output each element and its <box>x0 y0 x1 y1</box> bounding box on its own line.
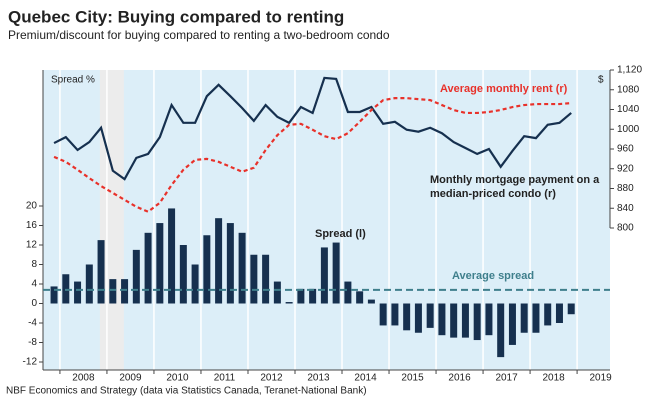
bar <box>168 208 176 304</box>
y-axis-label: Spread % <box>51 75 95 86</box>
bar <box>85 264 93 304</box>
y-tick-label: 4 <box>31 279 37 290</box>
bar <box>379 303 387 326</box>
y2-tick-label: 920 <box>617 163 634 174</box>
bar <box>97 240 105 304</box>
bar <box>273 281 281 304</box>
bar <box>226 223 234 304</box>
x-tick-label: 2019 <box>589 373 612 384</box>
bar <box>356 291 364 304</box>
bar <box>50 286 58 304</box>
bar <box>191 264 199 304</box>
shaded-period <box>99 70 124 370</box>
bar <box>403 303 411 331</box>
y2-tick-label: 880 <box>617 183 634 194</box>
y2-tick-label: 840 <box>617 203 634 214</box>
y-tick-label: -8 <box>28 337 37 348</box>
bar <box>320 247 328 304</box>
y2-tick-label: 1,120 <box>617 65 642 76</box>
y-tick-label: -12 <box>23 357 38 368</box>
bar <box>508 303 516 345</box>
y-tick-label: 16 <box>26 220 38 231</box>
bar <box>179 245 187 304</box>
x-tick-label: 2011 <box>214 373 236 384</box>
bar <box>567 303 575 315</box>
series-label: Monthly mortgage payment on a <box>430 174 600 186</box>
bar <box>344 281 352 304</box>
bar <box>144 232 152 304</box>
x-tick-label: 2008 <box>72 373 95 384</box>
y2-axis-label: $ <box>598 75 604 86</box>
x-tick-label: 2014 <box>354 373 377 384</box>
bar <box>426 303 434 328</box>
bar <box>285 302 293 304</box>
x-tick-label: 2016 <box>448 373 471 384</box>
y2-tick-label: 1040 <box>617 104 640 115</box>
y2-tick-label: 800 <box>617 223 634 234</box>
x-tick-label: 2010 <box>166 373 189 384</box>
y-tick-label: 8 <box>31 259 37 270</box>
bar <box>309 288 317 304</box>
bar <box>497 303 505 358</box>
bar <box>544 303 552 326</box>
source-note: NBF Economics and Strategy (data via Sta… <box>6 386 367 397</box>
y-tick-label: 0 <box>31 298 37 309</box>
bar <box>297 288 305 304</box>
chart-subtitle: Premium/discount for buying compared to … <box>8 28 390 42</box>
bar <box>156 223 164 304</box>
line <box>53 76 572 181</box>
bar <box>367 299 375 304</box>
bar <box>203 235 211 304</box>
chart-title: Quebec City: Buying compared to renting <box>8 7 344 26</box>
bar <box>438 303 446 336</box>
x-tick-label: 2018 <box>542 373 565 384</box>
y2-tick-label: 960 <box>617 144 634 155</box>
dashed-line <box>53 97 572 213</box>
bar <box>532 303 540 333</box>
x-tick-label: 2009 <box>119 373 142 384</box>
y-tick-label: -4 <box>28 318 37 329</box>
x-tick-label: 2017 <box>495 373 518 384</box>
bar <box>132 249 140 304</box>
series-label: median-priced condo (r) <box>430 188 556 200</box>
bar <box>332 242 340 304</box>
bar <box>473 303 481 341</box>
x-tick-label: 2012 <box>260 373 283 384</box>
bar <box>262 254 270 304</box>
y-tick-label: 12 <box>26 240 38 251</box>
bar <box>485 303 493 336</box>
bar <box>250 254 258 304</box>
bar <box>121 279 129 304</box>
bar <box>109 279 117 304</box>
series-label: Average monthly rent (r) <box>440 83 568 95</box>
y2-tick-label: 1000 <box>617 124 640 135</box>
bar <box>215 218 223 304</box>
y-tick-label: 20 <box>26 201 38 212</box>
average-spread-label: Average spread <box>452 270 534 282</box>
bar <box>74 281 82 304</box>
x-tick-label: 2015 <box>401 373 424 384</box>
bar <box>391 303 399 326</box>
bar <box>414 303 422 333</box>
series-label: Spread (l) <box>315 228 366 240</box>
bar <box>238 232 246 304</box>
bar <box>555 303 563 323</box>
x-tick-label: 2013 <box>307 373 330 384</box>
bar <box>450 303 458 338</box>
y2-tick-label: 1080 <box>617 84 640 95</box>
bar <box>461 303 469 338</box>
bar <box>520 303 528 333</box>
